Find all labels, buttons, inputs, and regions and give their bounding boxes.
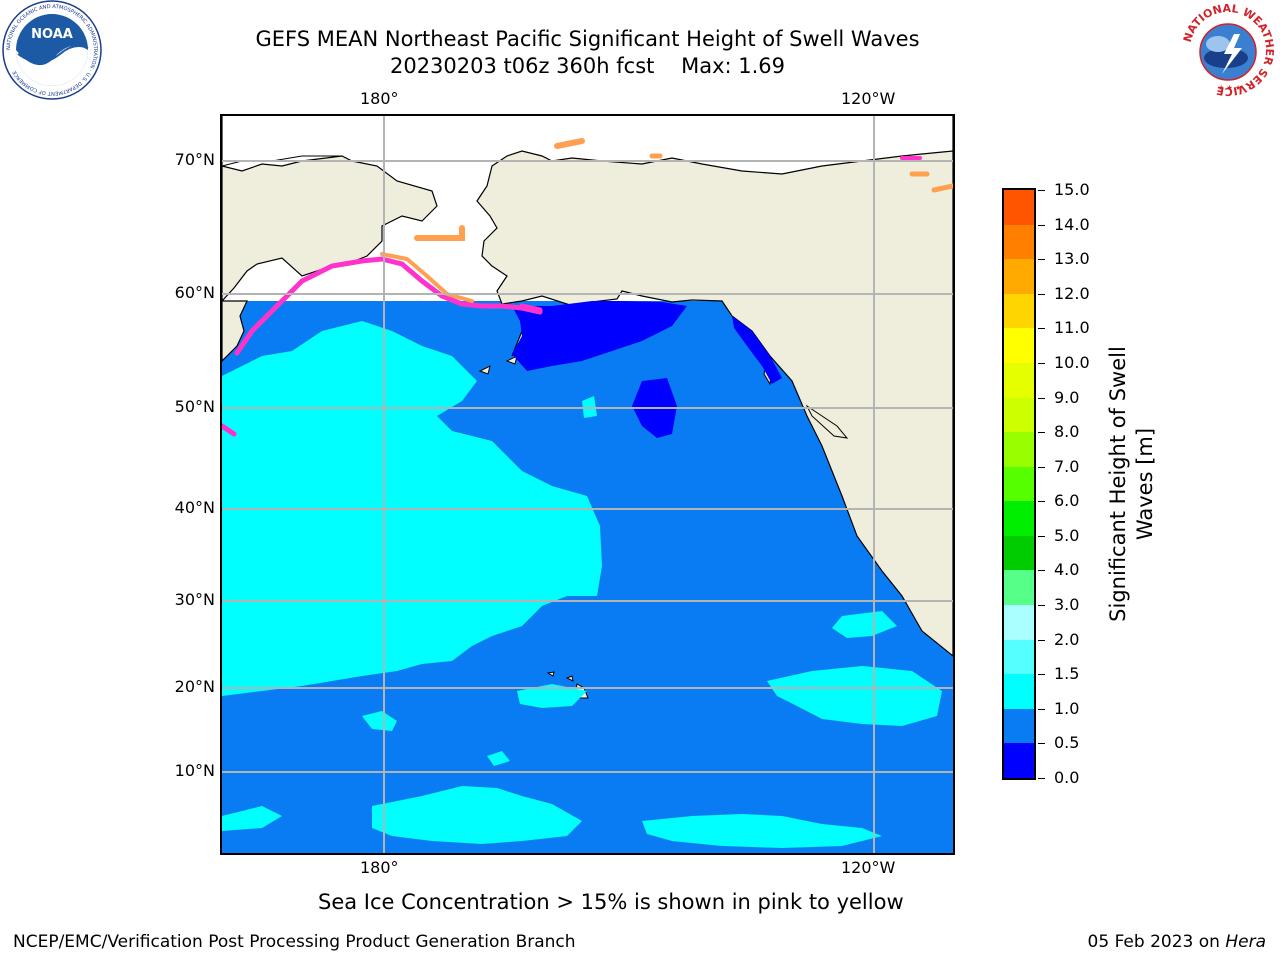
lat-label-30n: 30°N xyxy=(174,590,215,609)
colorbar-segment xyxy=(1004,397,1034,433)
lat-label-50n: 50°N xyxy=(174,397,215,416)
colorbar-label: 8.0 xyxy=(1054,422,1080,442)
colorbar-tick xyxy=(1038,432,1045,434)
lon-label-bottom-180: 180° xyxy=(360,858,399,877)
colorbar-segment xyxy=(1004,708,1034,744)
colorbar-label: 9.0 xyxy=(1054,387,1080,407)
colorbar-tick xyxy=(1038,259,1045,261)
colorbar-tick xyxy=(1038,293,1045,295)
colorbar-label: 0.0 xyxy=(1054,768,1080,787)
land-aleutian-2 xyxy=(505,355,518,365)
colorbar-segment xyxy=(1004,293,1034,329)
colorbar-segment xyxy=(1004,743,1034,779)
colorbar-tick xyxy=(1038,778,1045,779)
noaa-logo: NATIONAL OCEANIC AND ATMOSPHERIC ADMINIS… xyxy=(0,0,104,100)
forecast-run: 20230203 t06z 360h fcst xyxy=(389,54,655,78)
colorbar-label: 6.0 xyxy=(1054,491,1080,511)
lat-label-20n: 20°N xyxy=(174,677,215,696)
colorbar-tick xyxy=(1038,328,1045,330)
colorbar-tick xyxy=(1038,708,1045,710)
colorbar-label: 3.0 xyxy=(1054,595,1080,615)
title-line-1: GEFS MEAN Northeast Pacific Significant … xyxy=(255,27,920,51)
colorbar-label: 1.5 xyxy=(1054,664,1080,684)
land-vancouver xyxy=(805,404,849,439)
colorbar-segment xyxy=(1004,328,1034,364)
colorbar-segment xyxy=(1004,432,1034,468)
colorbar-tick xyxy=(1038,190,1045,191)
land-north-america xyxy=(476,116,953,657)
colorbar-label: 5.0 xyxy=(1054,525,1080,545)
land-siberia xyxy=(222,116,438,302)
colorbar-label: 15.0 xyxy=(1054,180,1090,199)
noaa-wordmark: NOAA xyxy=(31,27,73,42)
colorbar-segment xyxy=(1004,224,1034,260)
colorbar-tick xyxy=(1038,674,1045,676)
colorbar-tick xyxy=(1038,743,1045,745)
colorbar-tick xyxy=(1038,362,1045,364)
lat-label-10n: 10°N xyxy=(174,761,215,780)
swell-height-map xyxy=(222,116,953,853)
footer-date: 05 Feb 2023 on Hera xyxy=(1088,932,1266,952)
chart-title: GEFS MEAN Northeast Pacific Significant … xyxy=(220,26,955,80)
colorbar-segment xyxy=(1004,501,1034,537)
lon-label-top-120w: 120°W xyxy=(841,89,896,108)
colorbar-label: 12.0 xyxy=(1054,283,1090,303)
graticule xyxy=(222,116,953,853)
colorbar-segment xyxy=(1004,605,1034,641)
lat-label-60n: 60°N xyxy=(174,283,215,302)
nws-logo: NATIONAL WEATHER SERVICE ★ ★ ★ xyxy=(1178,0,1278,100)
colorbar-label: 1.0 xyxy=(1054,698,1080,718)
colorbar-label: 2.0 xyxy=(1054,629,1080,649)
footer-producer: NCEP/EMC/Verification Post Processing Pr… xyxy=(13,932,576,952)
map-panel xyxy=(220,114,955,855)
land-aleutian-1 xyxy=(478,365,491,375)
footer-date-text: 05 Feb 2023 on xyxy=(1087,932,1220,952)
colorbar-label: 11.0 xyxy=(1054,318,1090,338)
colorbar-label: 13.0 xyxy=(1054,249,1090,269)
colorbar-segment xyxy=(1004,466,1034,502)
colorbar-tick xyxy=(1038,605,1045,607)
colorbar-segment xyxy=(1004,362,1034,399)
lat-label-70n: 70°N xyxy=(174,150,215,169)
colorbar-segment xyxy=(1004,259,1034,295)
colorbar-box xyxy=(1002,188,1036,780)
colorbar-label: 4.0 xyxy=(1054,560,1080,580)
sea-ice-note: Sea Ice Concentration > 15% is shown in … xyxy=(318,890,904,914)
colorbar-label: 0.5 xyxy=(1054,733,1080,753)
lon-label-bottom-120w: 120°W xyxy=(841,858,896,877)
max-value: Max: 1.69 xyxy=(681,54,786,78)
colorbar-tick xyxy=(1038,501,1045,503)
colorbar-segment xyxy=(1004,190,1034,226)
colorbar-segment xyxy=(1004,570,1034,606)
svg-text:★ ★ ★: ★ ★ ★ xyxy=(1218,84,1241,92)
colorbar-tick xyxy=(1038,466,1045,468)
colorbar-label: 10.0 xyxy=(1054,352,1090,372)
sea-ice-edge xyxy=(222,138,953,437)
colorbar-segment xyxy=(1004,639,1034,675)
lat-label-40n: 40°N xyxy=(174,498,215,517)
colorbar-tick xyxy=(1038,535,1045,537)
lon-label-top-180: 180° xyxy=(360,89,399,108)
colorbar-tick xyxy=(1038,570,1045,572)
colorbar-segment xyxy=(1004,674,1034,710)
footer-machine: Hera xyxy=(1225,932,1266,952)
colorbar-segment xyxy=(1004,535,1034,571)
colorbar-title: Significant Height of Swell Waves [m] xyxy=(1106,346,1157,622)
colorbar-tick xyxy=(1038,397,1045,399)
colorbar-label: 7.0 xyxy=(1054,456,1080,476)
colorbar-tick xyxy=(1038,639,1045,641)
colorbar-tick xyxy=(1038,224,1045,226)
title-line-2: 20230203 t06z 360h fcst Max: 1.69 xyxy=(220,53,955,80)
colorbar-label: 14.0 xyxy=(1054,214,1090,234)
land-siberia-west xyxy=(222,300,248,362)
